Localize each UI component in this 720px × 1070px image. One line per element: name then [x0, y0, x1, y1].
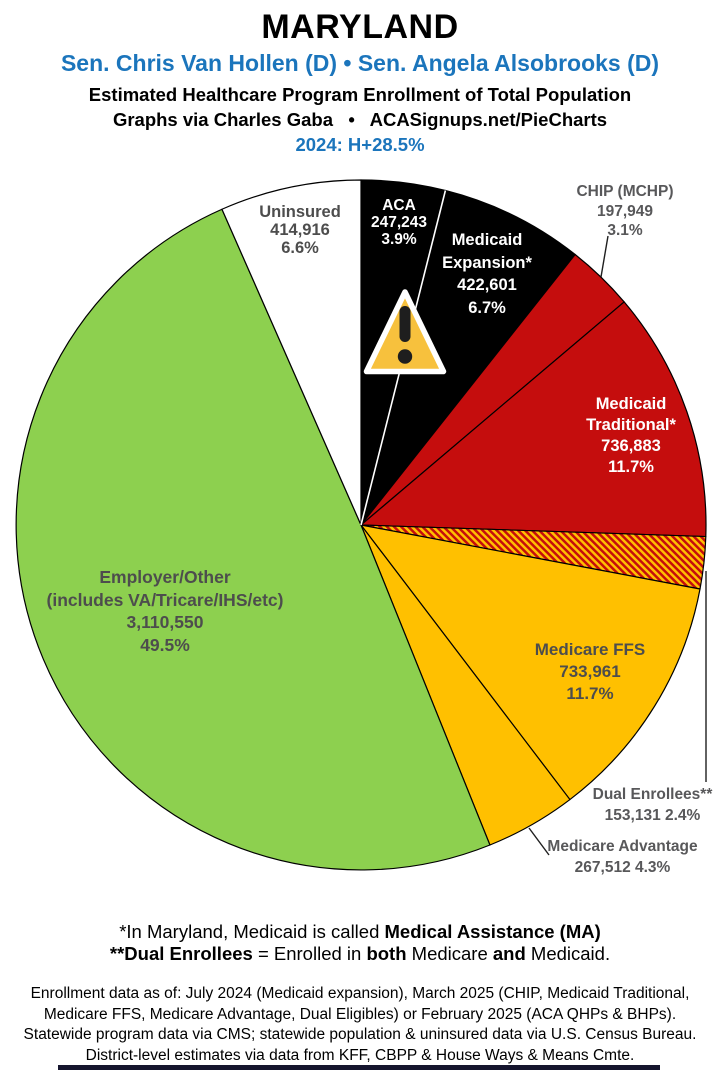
slice-value: 414,916 [270, 221, 330, 239]
slice-name: Medicare FFS [534, 640, 646, 659]
slice-label-chip: CHIP (MCHP) 197,949 3.1% [560, 182, 690, 241]
slice-value: 3,110,550 [126, 612, 204, 632]
partisan-lean: 2024: H+28.5% [295, 134, 425, 155]
source-note-line: Enrollment data as of: July 2024 (Medica… [30, 985, 690, 1002]
slice-value: 733,961 [559, 662, 621, 681]
slice-label-medicaid-expansion: Medicaid Expansion* 422,601 6.7% [430, 229, 544, 319]
slice-label-uninsured: Uninsured 414,916 6.6% [240, 203, 360, 257]
slice-subname: (includes VA/Tricare/IHS/etc) [46, 589, 284, 610]
pie-slice-employer-other [15, 208, 491, 871]
footnote-dual-enrollees: **Dual Enrollees = Enrolled in both Medi… [0, 943, 720, 965]
slice-name: Medicaid Traditional* [586, 395, 676, 434]
slice-name: Employer/Other [99, 567, 231, 587]
pie-slice-medicare-ffs [360, 524, 701, 801]
warning-exclamation-dot [397, 349, 413, 364]
warning-exclamation-bar [399, 306, 411, 342]
source-notes: Enrollment data as of: July 2024 (Medica… [0, 984, 720, 1066]
footnote-bold-text: and [492, 943, 526, 964]
footnote-bold-text: **Dual Enrollees [109, 943, 253, 964]
pie-slice-uninsured [221, 179, 362, 526]
slice-pct: 3.9% [381, 231, 417, 248]
pie-slices [15, 179, 707, 871]
footnote-text: = Enrolled in [252, 943, 367, 964]
pie-slice-medicaid-expansion [360, 189, 576, 526]
source-note-line: District-level estimates via data from K… [85, 1046, 635, 1064]
credit-line: Graphs via Charles Gaba • ACASignups.net… [112, 109, 608, 130]
slice-value: 247,243 [370, 214, 428, 231]
senators-line: Sen. Chris Van Hollen (D) • Sen. Angela … [60, 50, 660, 76]
footnote-text: *In Maryland, Medicaid is called [119, 921, 385, 942]
warning-icon [363, 289, 447, 375]
slice-name: ACA [382, 197, 416, 214]
slice-label-medicare-ffs: Medicare FFS 733,961 11.7% [515, 639, 665, 705]
slice-label-employer-other: Employer/Other (includes VA/Tricare/IHS/… [40, 566, 290, 656]
slice-pct: 49.5% [140, 634, 190, 655]
slice-pct: 2.4% [665, 807, 701, 824]
slice-name: Medicare Advantage [547, 838, 698, 855]
source-note-line: Medicare FFS, Medicare Advantage, Dual E… [43, 1005, 677, 1023]
footnote-text: Medicare [406, 943, 493, 964]
slice-value: 197,949 [596, 202, 654, 220]
slice-name: Medicaid Expansion* [442, 231, 532, 272]
next-graphic-cropped-edge [58, 1065, 660, 1070]
slice-label-medicaid-traditional: Medicaid Traditional* 736,883 11.7% [570, 394, 692, 478]
slice-value: 153,131 [604, 807, 661, 824]
slice-pct: 4.3% [635, 859, 671, 876]
slice-pct: 6.7% [468, 298, 506, 317]
slice-label-dual-enrollees: Dual Enrollees** 153,131 2.4% [580, 784, 720, 826]
chart-subtitle: Estimated Healthcare Program Enrollment … [88, 84, 632, 105]
page-title: MARYLAND [261, 8, 459, 46]
chip-leader-line [600, 235, 609, 278]
slice-pct: 6.6% [281, 239, 319, 257]
slice-label-medicare-advantage: Medicare Advantage 267,512 4.3% [535, 836, 710, 878]
slice-name: Uninsured [259, 203, 341, 221]
medicare-advantage-leader-line [528, 827, 550, 856]
slice-pct: 11.7% [608, 458, 654, 476]
slice-name: CHIP (MCHP) [576, 183, 674, 200]
footnote-bold-text: both [366, 943, 407, 964]
slice-value: 736,883 [601, 437, 661, 455]
source-note-line: Statewide program data via CMS; statewid… [23, 1026, 697, 1043]
slice-pct: 3.1% [607, 222, 643, 239]
slice-value: 422,601 [457, 276, 517, 294]
footnote-medicaid-name: *In Maryland, Medicaid is called Medical… [0, 921, 720, 943]
footnote-bold-text: Medical Assistance (MA) [384, 921, 601, 942]
footnote-text: Medicaid. [525, 943, 611, 964]
pie-slice-medicaid-traditional [360, 301, 707, 538]
slice-name: Dual Enrollees** [592, 786, 713, 803]
slice-value: 267,512 [574, 859, 631, 876]
slice-label-aca: ACA 247,243 3.9% [349, 197, 449, 248]
slice-pct: 11.7% [566, 684, 614, 703]
